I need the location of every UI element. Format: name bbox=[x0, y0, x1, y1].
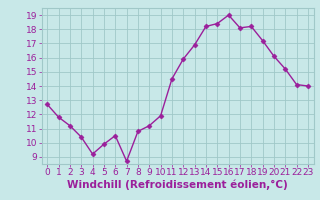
X-axis label: Windchill (Refroidissement éolien,°C): Windchill (Refroidissement éolien,°C) bbox=[67, 180, 288, 190]
